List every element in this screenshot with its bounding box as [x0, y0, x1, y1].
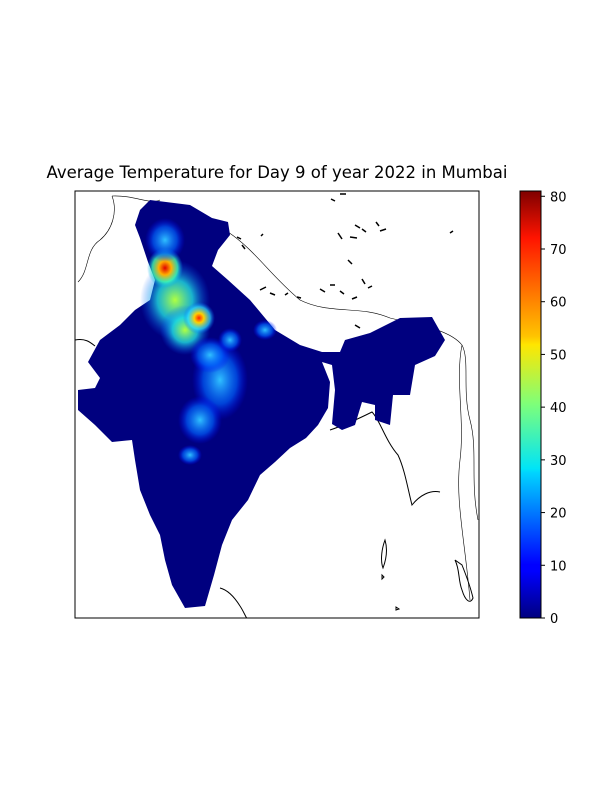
- colorbar-tick-label: 50: [550, 348, 567, 363]
- colorbar-tick-label: 80: [550, 190, 567, 205]
- islands: [381, 538, 401, 611]
- colorbar-tick-label: 20: [550, 507, 567, 522]
- colorbar-ticks: 0 10 20 30 40 50 60 70 80: [541, 190, 567, 627]
- chart-title: Average Temperature for Day 9 of year 20…: [46, 163, 508, 182]
- border-line-west: [77, 195, 161, 283]
- colorbar-tick-label: 40: [550, 401, 567, 416]
- colorbar-tick-label: 0: [550, 612, 558, 627]
- heat-overlay: [140, 218, 277, 465]
- coast-west: [75, 339, 96, 347]
- colorbar-tick-label: 70: [550, 243, 567, 258]
- coast-bay: [329, 411, 441, 507]
- colorbar-tick-label: 60: [550, 296, 567, 311]
- colorbar-tick-label: 10: [550, 559, 567, 574]
- coast-south: [219, 587, 248, 618]
- east-coast-islands: [454, 559, 474, 602]
- colorbar: [519, 190, 542, 619]
- lakes: [236, 193, 454, 329]
- colorbar-tick-label: 30: [550, 454, 567, 469]
